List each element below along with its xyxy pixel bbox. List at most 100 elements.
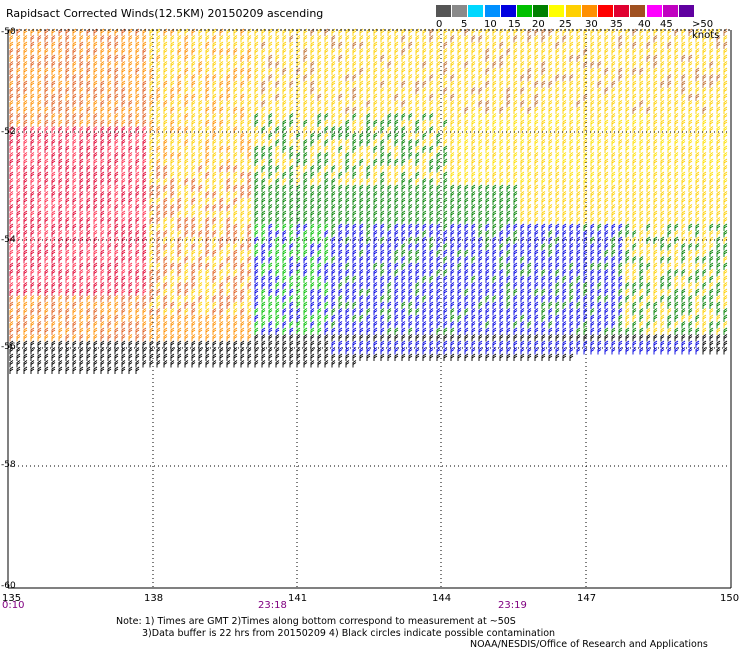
wind-barb: [569, 139, 574, 147]
wind-barb: [401, 243, 406, 251]
wind-barb: [16, 139, 21, 147]
wind-barb: [338, 197, 343, 205]
wind-barb: [527, 295, 532, 303]
wind-barb: [156, 80, 161, 88]
wind-barb: [324, 308, 329, 316]
wind-barb: [275, 340, 280, 348]
wind-barb: [632, 126, 637, 134]
wind-barb: [471, 67, 476, 75]
wind-barb: [688, 249, 693, 257]
wind-barb: [240, 158, 245, 166]
wind-barb: [240, 256, 245, 264]
wind-barb: [555, 119, 560, 127]
wind-barb: [191, 171, 196, 179]
wind-barb: [499, 269, 504, 277]
wind-barb: [205, 87, 210, 95]
wind-barb: [296, 87, 301, 95]
wind-barb: [254, 139, 259, 147]
wind-barb: [646, 171, 651, 179]
wind-barb: [415, 80, 420, 88]
wind-barb: [597, 41, 602, 49]
wind-barb: [296, 35, 301, 43]
wind-barb: [254, 100, 259, 108]
wind-barb: [23, 262, 28, 270]
wind-barb: [373, 262, 378, 270]
wind-barb: [604, 243, 609, 251]
wind-barb: [170, 327, 175, 335]
wind-barb: [177, 93, 182, 101]
wind-barb: [233, 48, 238, 56]
wind-barb: [415, 87, 420, 95]
wind-barb: [555, 106, 560, 114]
wind-barb: [611, 80, 616, 88]
wind-barb: [569, 256, 574, 264]
wind-barb: [541, 165, 546, 173]
wind-barb: [702, 288, 707, 296]
wind-barb: [702, 236, 707, 244]
wind-barb: [506, 93, 511, 101]
wind-barb: [618, 262, 623, 270]
wind-barb: [58, 321, 63, 329]
wind-barb: [359, 87, 364, 95]
wind-barb: [338, 93, 343, 101]
wind-barb: [30, 93, 35, 101]
wind-barb: [646, 158, 651, 166]
wind-barb: [597, 204, 602, 212]
wind-barb: [394, 126, 399, 134]
wind-barb: [702, 295, 707, 303]
wind-barb: [149, 67, 154, 75]
wind-barb: [184, 230, 189, 238]
wind-barb: [184, 314, 189, 322]
wind-barb: [338, 269, 343, 277]
wind-barb: [303, 223, 308, 231]
wind-barb: [331, 191, 336, 199]
wind-barb: [387, 35, 392, 43]
wind-barb: [555, 256, 560, 264]
wind-barb: [366, 314, 371, 322]
wind-barb: [681, 178, 686, 186]
wind-barb: [457, 80, 462, 88]
wind-barb: [198, 210, 203, 218]
wind-barb: [338, 249, 343, 257]
wind-barb: [142, 126, 147, 134]
wind-barb: [618, 334, 623, 342]
wind-barb: [457, 262, 462, 270]
wind-barb: [380, 327, 385, 335]
wind-barb: [380, 87, 385, 95]
wind-barb: [387, 210, 392, 218]
wind-barb: [331, 48, 336, 56]
wind-barb: [506, 243, 511, 251]
wind-barb: [191, 119, 196, 127]
wind-barb: [100, 35, 105, 43]
wind-barb: [450, 35, 455, 43]
wind-barb: [303, 165, 308, 173]
wind-barb: [128, 35, 133, 43]
wind-barb: [681, 288, 686, 296]
wind-barb: [9, 41, 14, 49]
wind-barb: [338, 204, 343, 212]
wind-barb: [576, 197, 581, 205]
wind-barb: [464, 74, 469, 82]
wind-barb: [303, 340, 308, 348]
wind-barb: [604, 41, 609, 49]
wind-barb: [156, 282, 161, 290]
wind-barb: [114, 269, 119, 277]
wind-barb: [261, 321, 266, 329]
wind-barb: [709, 113, 714, 121]
wind-barb: [289, 301, 294, 309]
wind-barb: [345, 308, 350, 316]
wind-barb: [86, 54, 91, 62]
wind-barb: [359, 191, 364, 199]
wind-barb: [534, 165, 539, 173]
wind-barb: [562, 48, 567, 56]
wind-barb: [289, 269, 294, 277]
wind-barb: [527, 152, 532, 160]
wind-barb: [562, 288, 567, 296]
wind-barb: [135, 35, 140, 43]
wind-barb: [170, 165, 175, 173]
wind-barb: [23, 327, 28, 335]
wind-barb: [443, 334, 448, 342]
wind-barb: [471, 93, 476, 101]
wind-barb: [198, 334, 203, 342]
wind-barb: [254, 132, 259, 140]
